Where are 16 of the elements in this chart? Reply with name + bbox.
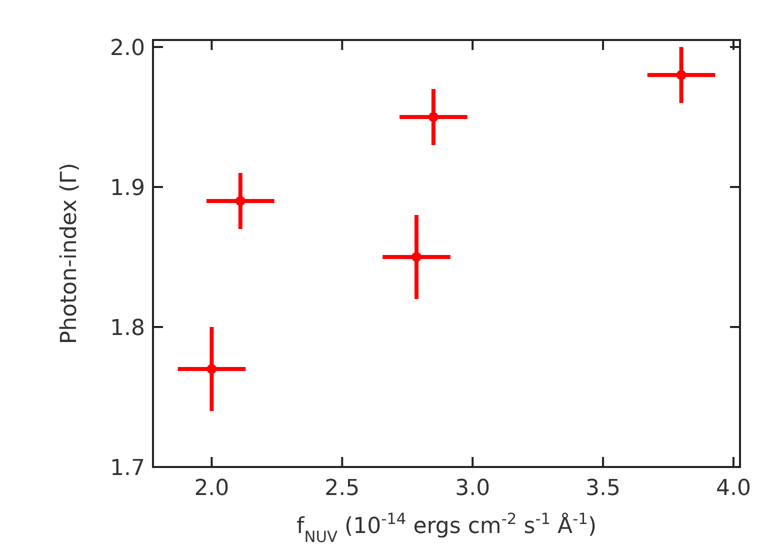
y-tick-label: 1.8 <box>110 316 145 341</box>
x-tick-label: 2.0 <box>194 476 230 501</box>
point <box>235 196 246 206</box>
x-tick-label: 3.0 <box>455 476 490 501</box>
point <box>428 112 438 122</box>
y-axis-title: Photon-index (Γ) <box>57 162 82 344</box>
x-tick-label: 3.5 <box>586 476 621 501</box>
point <box>676 70 686 80</box>
point <box>206 364 217 374</box>
x-tick-label: 2.5 <box>324 476 360 501</box>
y-tick-label: 1.7 <box>110 456 145 481</box>
x-tick-label: 4.0 <box>716 476 751 501</box>
text: f$_{NUV}$ (10$^{-14}$ ergs cm$^{-2}$ s$^{-1}$ Å$^{-1}$) <box>296 510 597 545</box>
y-tick-label: 2.0 <box>110 36 145 61</box>
point <box>412 252 422 262</box>
y-tick-label: 1.9 <box>110 176 145 201</box>
